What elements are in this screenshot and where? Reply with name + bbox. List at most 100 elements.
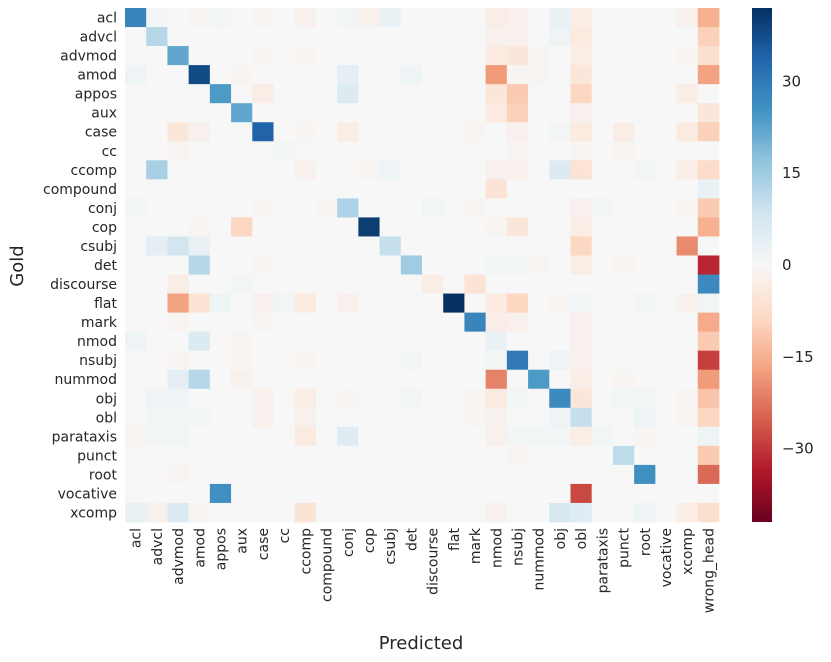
heatmap-cell-nmod-punct — [612, 331, 635, 352]
heatmap-cell-punct-cc — [273, 445, 296, 466]
heatmap-cell-appos-det — [400, 84, 423, 104]
heatmap-cell-csubj-amod — [188, 236, 211, 256]
heatmap-cell-det-discourse — [422, 255, 444, 275]
heatmap-cell-root-wrong_head — [697, 464, 720, 485]
heatmap-cell-xcomp-nummod — [528, 502, 550, 523]
heatmap-cell-advcl-root — [634, 27, 656, 47]
heatmap-cell-nummod-obl — [570, 369, 593, 390]
heatmap-cell-parataxis-amod — [188, 426, 211, 447]
heatmap-cell-cop-amod — [188, 217, 211, 237]
heatmap-cell-obj-csubj — [379, 388, 402, 409]
heatmap-cell-vocative-appos — [209, 483, 232, 504]
heatmap-cell-cc-cc — [273, 141, 296, 161]
heatmap-cell-amod-parataxis — [591, 65, 614, 85]
heatmap-cell-det-vocative — [655, 255, 677, 275]
heatmap-cell-nsubj-nmod — [485, 350, 508, 371]
heatmap-cell-flat-appos — [209, 293, 232, 313]
heatmap-cell-cc-cop — [358, 141, 380, 161]
heatmap-cell-csubj-obj — [549, 236, 571, 256]
heatmap-cell-advcl-obl — [570, 27, 593, 47]
heatmap-cell-acl-case — [252, 8, 274, 28]
heatmap-cell-parataxis-ccomp — [294, 426, 317, 447]
heatmap-cell-advmod-case — [252, 46, 274, 66]
heatmap-cell-obj-wrong_head — [697, 388, 720, 409]
heatmap-cell-ccomp-aux — [231, 160, 253, 180]
heatmap-cell-obj-ccomp — [294, 388, 317, 409]
heatmap-cell-case-punct — [612, 122, 635, 142]
heatmap-cell-aux-csubj — [379, 103, 402, 123]
heatmap-cell-obl-xcomp — [676, 407, 699, 428]
heatmap-cell-nmod-vocative — [655, 331, 677, 352]
heatmap-cell-obl-conj — [337, 407, 359, 428]
heatmap-cell-cop-nsubj — [506, 217, 529, 237]
heatmap-cell-appos-advmod — [167, 84, 190, 104]
heatmap-cell-appos-compound — [315, 84, 338, 104]
heatmap-cell-cop-appos — [209, 217, 232, 237]
heatmap-cell-cop-mark — [464, 217, 487, 237]
heatmap-cell-vocative-obl — [570, 483, 593, 504]
heatmap-cell-discourse-det — [400, 274, 423, 294]
heatmap-cell-acl-advmod — [167, 8, 190, 28]
heatmap-cell-aux-cop — [358, 103, 380, 123]
heatmap-cell-cc-xcomp — [676, 141, 699, 161]
heatmap-cell-punct-advcl — [146, 445, 168, 466]
heatmap-cell-flat-root — [634, 293, 656, 313]
heatmap-cell-root-root — [634, 464, 656, 485]
heatmap-cell-conj-discourse — [422, 198, 444, 218]
heatmap-cell-conj-csubj — [379, 198, 402, 218]
heatmap-cell-nsubj-parataxis — [591, 350, 614, 371]
heatmap-cell-vocative-conj — [337, 483, 359, 504]
heatmap-cell-csubj-csubj — [379, 236, 402, 256]
heatmap-cell-case-flat — [443, 122, 465, 142]
heatmap-cell-amod-advmod — [167, 65, 190, 85]
heatmap-cell-nmod-acl — [125, 331, 147, 352]
heatmap-cell-appos-csubj — [379, 84, 402, 104]
heatmap-cell-conj-det — [400, 198, 423, 218]
heatmap-cell-mark-nsubj — [506, 312, 529, 333]
heatmap-cell-advcl-obj — [549, 27, 571, 47]
heatmap-cell-conj-vocative — [655, 198, 677, 218]
heatmap-cell-nsubj-mark — [464, 350, 487, 371]
heatmap-cell-aux-xcomp — [676, 103, 699, 123]
heatmap-cell-case-amod — [188, 122, 211, 142]
x-tick-label: cc — [277, 528, 293, 543]
heatmap-cell-mark-root — [634, 312, 656, 333]
heatmap-cell-discourse-nummod — [528, 274, 550, 294]
colorbar-tick-label: −30 — [782, 440, 814, 458]
heatmap-cell-nummod-compound — [315, 369, 338, 390]
heatmap-cell-mark-cop — [358, 312, 380, 333]
heatmap-cell-det-wrong_head — [697, 255, 720, 275]
heatmap-cell-advmod-csubj — [379, 46, 402, 66]
x-tick-label: appos — [214, 528, 230, 570]
heatmap-cell-punct-root — [634, 445, 656, 466]
heatmap-cell-discourse-flat — [443, 274, 465, 294]
heatmap-cell-obl-vocative — [655, 407, 677, 428]
heatmap-cell-case-compound — [315, 122, 338, 142]
heatmap-cell-case-obl — [570, 122, 593, 142]
heatmap-cell-det-acl — [125, 255, 147, 275]
heatmap-cell-acl-ccomp — [294, 8, 317, 28]
heatmap-cell-flat-amod — [188, 293, 211, 313]
heatmap-cell-advmod-punct — [612, 46, 635, 66]
heatmap-cell-aux-nummod — [528, 103, 550, 123]
heatmap-cell-aux-wrong_head — [697, 103, 720, 123]
heatmap-cell-case-case — [252, 122, 274, 142]
heatmap-cell-mark-discourse — [422, 312, 444, 333]
heatmap-cell-conj-acl — [125, 198, 147, 218]
heatmap-cell-case-obj — [549, 122, 571, 142]
heatmap-cell-obj-compound — [315, 388, 338, 409]
heatmap-cell-ccomp-discourse — [422, 160, 444, 180]
heatmap-cell-nsubj-wrong_head — [697, 350, 720, 371]
heatmap-cell-advmod-acl — [125, 46, 147, 66]
heatmap-cell-csubj-nummod — [528, 236, 550, 256]
heatmap-cell-cop-compound — [315, 217, 338, 237]
heatmap-cell-advcl-vocative — [655, 27, 677, 47]
heatmap-cell-cop-advcl — [146, 217, 168, 237]
heatmap-cell-nsubj-punct — [612, 350, 635, 371]
heatmap-cell-vocative-nmod — [485, 483, 508, 504]
x-tick-label: ccomp — [298, 528, 314, 575]
heatmap-cell-mark-acl — [125, 312, 147, 333]
heatmap-cell-acl-flat — [443, 8, 465, 28]
heatmap-cell-root-obj — [549, 464, 571, 485]
